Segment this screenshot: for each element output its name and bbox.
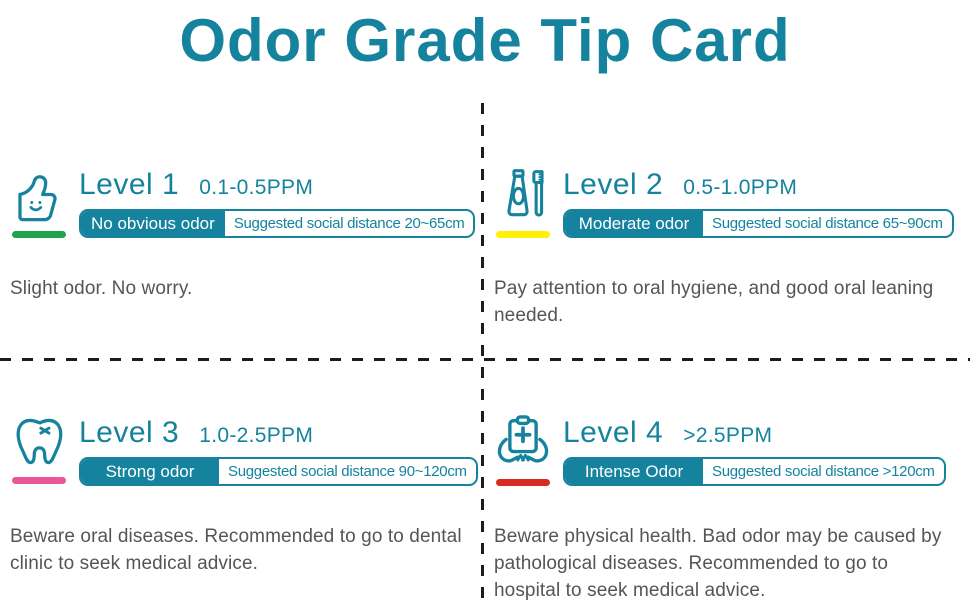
level-3-odor-label: Strong odor <box>81 459 219 484</box>
level-2-ppm-range: 0.5-1.0PPM <box>683 176 798 199</box>
toothpaste-toothbrush-icon <box>507 169 544 217</box>
level-3-header: Level 3 1.0-2.5PPM Strong odor Suggested… <box>8 414 478 486</box>
level-3-section: Level 3 1.0-2.5PPM Strong odor Suggested… <box>8 414 478 600</box>
level-3-distance-label: Suggested social distance 90~120cm <box>228 463 467 480</box>
level-3-badge: Strong odor Suggested social distance 90… <box>79 457 478 486</box>
level-2-section: Level 2 0.5-1.0PPM Moderate odor Suggest… <box>492 166 960 358</box>
level-2-odor-label: Moderate odor <box>565 211 703 236</box>
level-4-title-row: Level 4 >2.5PPM <box>563 416 946 450</box>
level-2-description: Pay attention to oral hygiene, and good … <box>494 278 934 326</box>
thumbs-up-smiley-icon <box>18 175 57 222</box>
horizontal-dashed-divider <box>0 358 970 361</box>
level-2-distance-label: Suggested social distance 65~90cm <box>712 215 943 232</box>
level-3-name: Level 3 <box>79 416 180 449</box>
level-2-badge: Moderate odor Suggested social distance … <box>563 209 954 238</box>
level-4-icon-wrap <box>492 414 554 486</box>
level-3-ppm-range: 1.0-2.5PPM <box>199 424 314 447</box>
level-4-head-text: Level 4 >2.5PPM Intense Odor Suggested s… <box>563 414 946 486</box>
level-4-header: Level 4 >2.5PPM Intense Odor Suggested s… <box>492 414 960 486</box>
level-3-icon-wrap <box>8 414 70 484</box>
level-3-title-row: Level 3 1.0-2.5PPM <box>79 416 478 450</box>
level-1-distance-label: Suggested social distance 20~65cm <box>233 215 465 232</box>
level-2-name: Level 2 <box>563 168 664 201</box>
level-1-ppm-range: 0.1-0.5PPM <box>199 176 314 199</box>
level-4-ppm-range: >2.5PPM <box>683 424 773 447</box>
level-4-distance-label: Suggested social distance >120cm <box>712 463 935 480</box>
level-2-title-row: Level 2 0.5-1.0PPM <box>563 168 954 202</box>
level-3-description: Beware oral diseases. Recommended to go … <box>10 526 462 574</box>
level-4-accent-bar <box>496 479 550 486</box>
tooth-cross-icon <box>16 418 63 465</box>
level-2-icon-wrap <box>492 166 554 238</box>
level-1-section: Level 1 0.1-0.5PPM No obvious odor Sugge… <box>8 166 476 358</box>
page-title: Odor Grade Tip Card <box>179 7 791 74</box>
level-1-accent-bar <box>12 231 66 238</box>
level-4-description: Beware physical health. Bad odor may be … <box>494 526 942 600</box>
level-3-accent-bar <box>12 477 66 484</box>
level-1-odor-label: No obvious odor <box>81 211 225 236</box>
level-2-header: Level 2 0.5-1.0PPM Moderate odor Suggest… <box>492 166 960 238</box>
level-4-section: Level 4 >2.5PPM Intense Odor Suggested s… <box>492 414 960 600</box>
level-1-name: Level 1 <box>79 168 180 201</box>
level-1-title-row: Level 1 0.1-0.5PPM <box>79 168 475 202</box>
level-1-icon-wrap <box>8 166 70 238</box>
level-1-header: Level 1 0.1-0.5PPM No obvious odor Sugge… <box>8 166 476 238</box>
level-4-odor-label: Intense Odor <box>565 459 703 484</box>
level-1-description: Slight odor. No worry. <box>10 278 193 299</box>
level-3-head-text: Level 3 1.0-2.5PPM Strong odor Suggested… <box>79 414 478 486</box>
vertical-dashed-divider <box>481 103 484 600</box>
level-1-head-text: Level 1 0.1-0.5PPM No obvious odor Sugge… <box>79 166 476 238</box>
hands-first-aid-icon <box>497 415 549 463</box>
level-1-badge: No obvious odor Suggested social distanc… <box>79 209 476 238</box>
level-2-head-text: Level 2 0.5-1.0PPM Moderate odor Suggest… <box>563 166 954 238</box>
level-4-badge: Intense Odor Suggested social distance >… <box>563 457 946 486</box>
level-2-accent-bar <box>496 231 550 238</box>
level-4-name: Level 4 <box>563 416 664 449</box>
